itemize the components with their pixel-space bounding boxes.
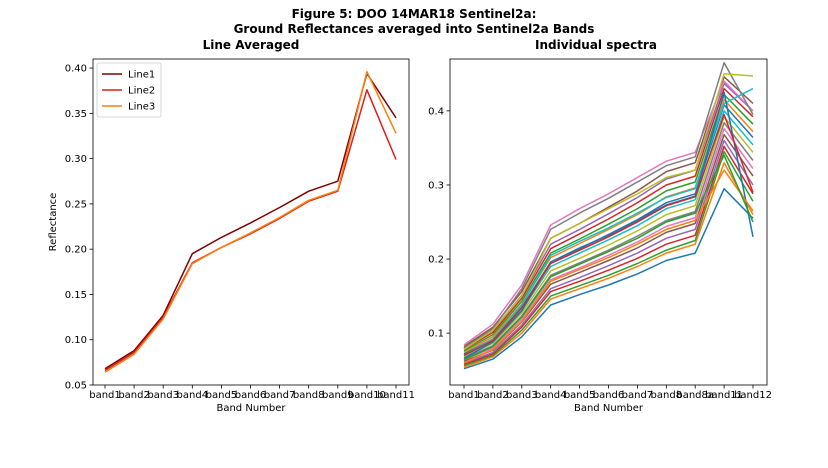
series-line (463, 76, 754, 348)
x-tick-label: band12 (734, 390, 772, 401)
figure-title-line2: Ground Reflectances averaged into Sentin… (233, 22, 595, 36)
series-line (463, 91, 754, 359)
x-tick-label: band2 (477, 390, 509, 401)
y-tick-label: 0.25 (65, 199, 87, 210)
series-line (463, 187, 754, 370)
y-tick-label: 0.05 (65, 381, 87, 392)
x-tick-label: band7 (622, 390, 654, 401)
x-tick-label: band1 (448, 390, 480, 401)
x-tick-label: band3 (147, 390, 179, 401)
y-tick-label: 0.35 (65, 109, 87, 120)
legend-box (96, 62, 162, 118)
x-tick-label: band10 (348, 390, 386, 401)
y-tick-label: 0.20 (65, 245, 87, 256)
legend-label: Line1 (128, 70, 155, 81)
series-line (463, 154, 754, 361)
series-line (463, 61, 754, 349)
series-line (463, 161, 754, 368)
x-tick-label: band6 (593, 390, 625, 401)
chart-panel-1: band1band2band3band4band5band6band7band8… (48, 38, 415, 414)
series-line (463, 145, 754, 366)
chart-title: Individual spectra (535, 38, 657, 52)
x-tick-label: band11 (377, 390, 415, 401)
series-line (463, 93, 754, 352)
x-tick-label: band11 (705, 390, 743, 401)
x-tick-label: band9 (322, 390, 354, 401)
y-tick-label: 0.3 (428, 180, 444, 191)
y-tick-label: 0.1 (428, 329, 444, 340)
series-line (463, 73, 754, 351)
series-line (463, 127, 754, 361)
x-tick-label: band4 (177, 390, 209, 401)
x-tick-label: band1 (89, 390, 121, 401)
x-tick-label: band2 (118, 390, 150, 401)
x-tick-label: band8 (651, 390, 683, 401)
series-line (463, 80, 754, 346)
y-tick-label: 0.4 (428, 106, 444, 117)
legend-label: Line2 (128, 86, 155, 97)
x-tick-label: band5 (206, 390, 238, 401)
y-tick-label: 0.2 (428, 255, 444, 266)
chart-panel-2: band1band2band3band4band5band6band7band8… (428, 38, 772, 414)
x-tick-label: band8 (293, 390, 325, 401)
series-line (463, 116, 754, 358)
series-line (463, 150, 754, 367)
y-tick-label: 0.10 (65, 335, 87, 346)
x-axis-label: Band Number (574, 403, 644, 414)
x-tick-label: band7 (264, 390, 296, 401)
series-line (104, 89, 397, 372)
y-tick-label: 0.40 (65, 64, 87, 75)
series-line (463, 169, 754, 364)
plot-frame (92, 58, 410, 386)
series-line (463, 87, 754, 351)
x-tick-label: band8a (676, 390, 714, 401)
series-line (463, 113, 754, 357)
series-line (463, 139, 754, 364)
y-tick-label: 0.15 (65, 290, 87, 301)
x-axis-label: Band Number (216, 403, 286, 414)
legend: Line1 Line2 Line3 (96, 62, 162, 118)
figure-title-line1: Figure 5: DOO 14MAR18 Sentinel2a: (291, 7, 537, 21)
x-tick-label: band3 (506, 390, 538, 401)
y-axis-label: Reflectance (48, 193, 59, 252)
x-tick-label: band4 (535, 390, 567, 401)
y-tick-label: 0.30 (65, 154, 87, 165)
x-tick-label: band6 (235, 390, 267, 401)
x-tick-label: band5 (564, 390, 596, 401)
series-line (104, 70, 397, 373)
series-line (104, 72, 397, 370)
legend-label: Line3 (128, 102, 155, 113)
chart-title: Line Averaged (203, 38, 300, 52)
